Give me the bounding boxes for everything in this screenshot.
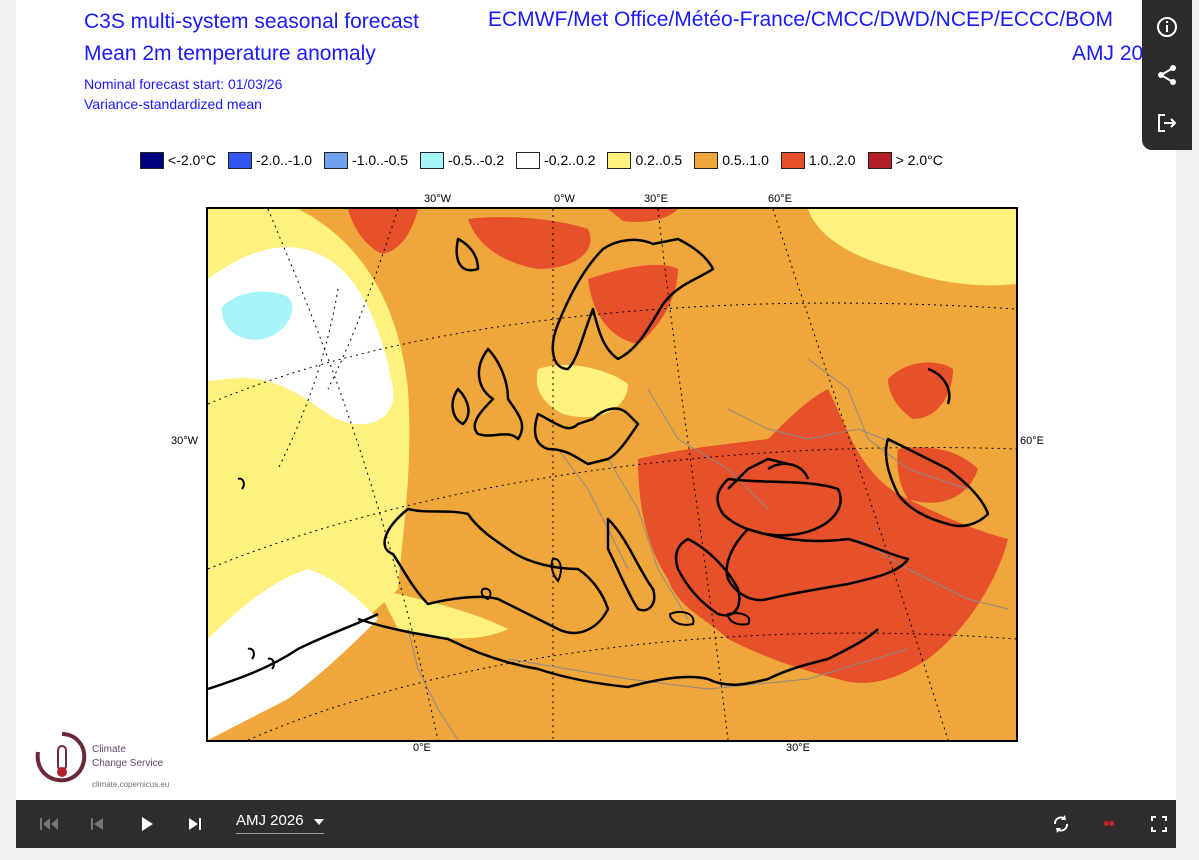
anomaly-region-red [897,447,978,503]
legend-swatch [324,151,349,169]
anomaly-region-white [208,569,378,740]
country-borders [407,358,1009,740]
coastlines [208,237,990,691]
left-lon-label: 30°W [171,435,199,447]
step-forward-icon [189,818,201,830]
play-button[interactable] [134,800,160,848]
legend-item: -0.5..-0.2 [420,151,505,169]
first-frame-button[interactable] [34,800,64,848]
anomaly-region-white [208,247,394,425]
share-icon [1158,65,1176,85]
anomaly-region-red [608,209,678,222]
legend-item: -1.0..-0.5 [324,151,409,169]
anomaly-region-red [468,217,591,269]
legend-label: -0.2..0.2 [544,152,596,168]
map-canvas [208,209,1016,740]
legend-swatch [140,151,164,169]
anomaly-region-cyan [221,291,293,340]
legend-label: -1.0..-0.5 [352,152,409,168]
logo-url: climate.copernicus.eu [92,780,170,789]
logo-line2: Change Service [92,758,164,769]
right-lon-label: 60°E [1020,435,1044,447]
legend-label: 0.5..1.0 [722,152,769,168]
chevron-down-icon [313,819,324,825]
fullscreen-button[interactable] [1144,800,1174,848]
open-external-button[interactable] [1142,100,1192,146]
color-legend: <-2.0°C -2.0..-1.0 -1.0..-0.5 -0.5..-0.2… [140,150,955,170]
next-frame-button[interactable] [182,800,208,848]
info-icon [1157,17,1177,37]
legend-item: 0.5..1.0 [694,151,769,169]
step-back-icon [91,818,103,830]
period-label: AMJ 2026 [236,812,304,829]
top-lon-label: 0°W [554,193,575,205]
legend-label: -0.5..-0.2 [448,152,505,168]
anomaly-region-yellow [536,364,628,418]
bottom-lon-label: 30°E [786,742,810,754]
anomaly-region-red [888,362,953,419]
loop-icon [1054,815,1068,833]
anomaly-region-yellow [378,589,508,639]
legend-label: <-2.0°C [168,152,217,168]
previous-frame-button[interactable] [84,800,110,848]
fullscreen-icon [1151,816,1167,832]
legend-label: -2.0..-1.0 [256,152,313,168]
loop-button[interactable] [1046,800,1076,848]
legend-item: 0.2..0.5 [607,151,683,169]
anomaly-region-yellow [808,209,1016,286]
legend-swatch [867,151,892,169]
legend-item: 1.0..2.0 [780,151,856,169]
legend-swatch [780,151,805,169]
skip-to-start-icon [40,818,58,830]
bottom-lon-label: 0°E [413,742,431,754]
chart-variable: Mean 2m temperature anomaly [84,42,376,65]
share-button[interactable] [1142,52,1192,98]
forecast-start: Nominal forecast start: 01/03/26 [84,76,283,92]
legend-item: -0.2..0.2 [516,151,596,169]
chart-title: C3S multi-system seasonal forecast [84,10,419,33]
legend-swatch [694,151,719,169]
legend-label: 1.0..2.0 [808,152,856,168]
anomaly-region-red [638,389,1008,683]
speed-button[interactable]: ⏺⏺ [1094,800,1124,848]
side-toolbar [1142,0,1192,150]
chart-frame: C3S multi-system seasonal forecast Mean … [16,0,1176,800]
player-controls: AMJ 2026 ⏺⏺ [16,800,1176,848]
legend-swatch [420,151,445,169]
graticule [208,209,1016,740]
copernicus-logo: Climate Change Service climate.copernicu… [34,728,204,792]
anomaly-map [206,207,1018,742]
top-lon-label: 30°W [424,193,452,205]
logo-line1: Climate [92,744,126,755]
anomaly-region-red [588,264,678,344]
top-lon-label: 30°E [644,193,668,205]
legend-swatch [607,151,632,169]
climate-logo-icon [35,732,87,783]
legend-swatch [228,151,253,169]
islands [237,477,751,670]
speed-label: ⏺⏺ [1103,817,1115,830]
forecast-method: Variance-standardized mean [84,96,262,112]
top-lon-label: 60°E [768,193,792,205]
info-button[interactable] [1142,4,1192,50]
forecast-centres: ECMWF/Met Office/Météo-France/CMCC/DWD/N… [488,8,1114,31]
period-selector[interactable]: AMJ 2026 [236,812,324,834]
legend-label: > 2.0°C [895,152,943,168]
legend-item: -2.0..-1.0 [228,151,313,169]
legend-label: 0.2..0.5 [635,152,683,168]
legend-item: > 2.0°C [867,151,943,169]
legend-swatch [516,151,541,169]
legend-item: <-2.0°C [140,151,217,169]
play-icon [142,817,153,831]
open-external-icon [1158,114,1177,132]
anomaly-region-red [348,209,418,254]
